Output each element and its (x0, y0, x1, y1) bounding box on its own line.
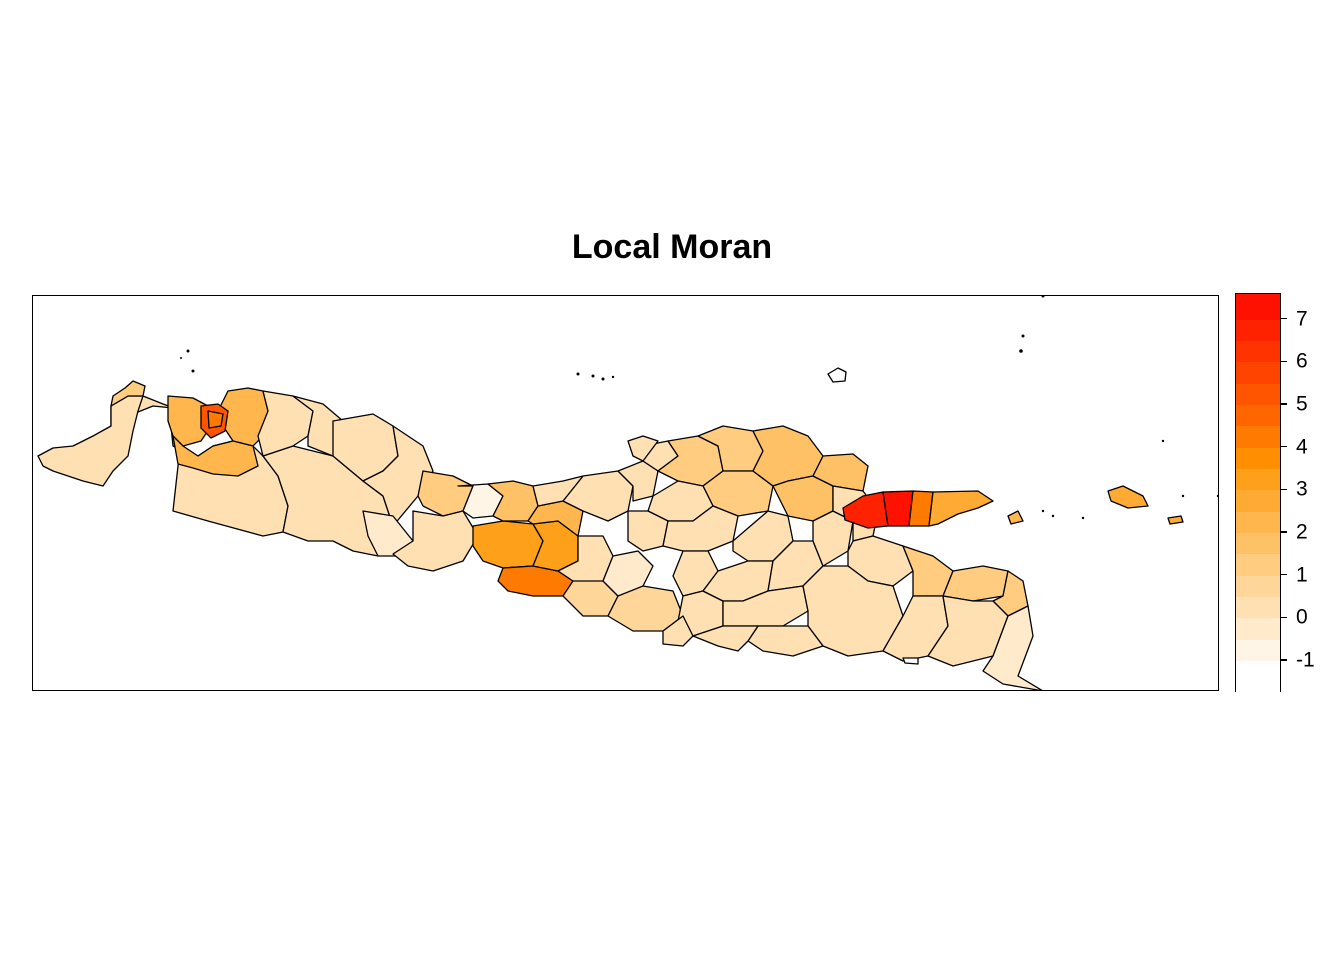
color-key-band (1236, 596, 1280, 619)
choropleth-map (37, 296, 1218, 690)
region-situbondo (942, 565, 1009, 602)
region-sampang-hotspot (882, 490, 914, 527)
color-key-tick (1281, 445, 1287, 448)
color-key-label: -1 (1296, 648, 1315, 672)
color-key-band (1236, 362, 1280, 384)
color-key-band (1236, 340, 1280, 363)
map-panel (32, 295, 1219, 691)
region-pacitan (662, 615, 694, 647)
region-subang (292, 395, 344, 457)
region-jepara (627, 435, 659, 462)
color-key-band (1236, 575, 1280, 597)
color-key-band (1236, 383, 1280, 405)
color-key-band (1236, 511, 1280, 533)
color-key-tick (1281, 531, 1287, 533)
color-key-band (1236, 426, 1280, 448)
island-nusa-kambangan (902, 657, 919, 665)
color-key-band (1236, 639, 1280, 661)
color-key-tick (1281, 360, 1287, 363)
color-key-label: 2 (1296, 520, 1308, 544)
region-kendal (532, 475, 584, 507)
color-key-tick (1281, 573, 1287, 576)
region-tangerang (110, 380, 146, 407)
region-blitar (747, 625, 824, 657)
color-key-band (1236, 618, 1280, 640)
color-key-band (1236, 660, 1280, 693)
color-key-tick (1281, 403, 1287, 405)
island-small-east (1007, 510, 1024, 525)
island-bawean (827, 367, 847, 383)
islets (180, 296, 1218, 520)
region-cilacap (392, 510, 479, 572)
region-cirebon (362, 425, 434, 527)
region-banten-west (37, 395, 144, 487)
color-key-tick (1281, 616, 1287, 619)
region-banyumas-hotspot (472, 520, 544, 569)
color-key-band (1236, 554, 1280, 576)
color-key-tick (1281, 488, 1287, 491)
color-key-band (1236, 468, 1280, 491)
color-key-label: 1 (1296, 563, 1308, 587)
color-key-label: 6 (1296, 349, 1308, 373)
color-key-band (1236, 404, 1280, 427)
color-key-label: 7 (1296, 307, 1308, 331)
region-depok (207, 410, 224, 429)
island-small-northeast (1167, 515, 1184, 525)
region-tulungagung (692, 625, 759, 652)
color-key-tick (1281, 317, 1287, 320)
color-key-label: 0 (1296, 605, 1308, 629)
java-regions (37, 367, 1184, 690)
color-key-band (1236, 490, 1280, 512)
color-key (1235, 293, 1281, 693)
color-key-band (1236, 532, 1280, 555)
region-bekasi (167, 395, 212, 447)
color-key-tick (1281, 659, 1287, 661)
color-key-label: 5 (1296, 392, 1308, 416)
region-bogor (172, 435, 259, 477)
region-sumenep (928, 490, 994, 527)
color-key-band (1236, 294, 1280, 320)
island-kangean (1107, 485, 1149, 509)
color-key-band (1236, 319, 1280, 341)
map-title: Local Moran (571, 228, 773, 266)
color-key-band (1236, 447, 1280, 469)
color-key-label: 3 (1296, 477, 1308, 501)
region-banyuwangi (982, 605, 1043, 690)
color-key-label: 4 (1296, 435, 1308, 459)
